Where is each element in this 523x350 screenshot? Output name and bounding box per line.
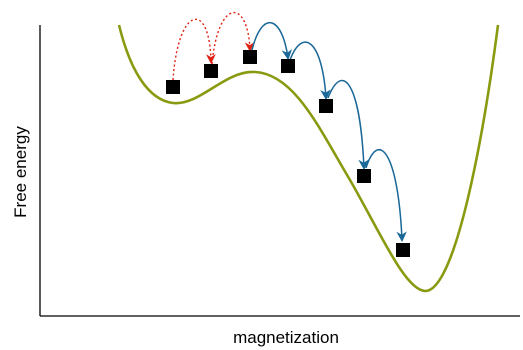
relaxation-arrow-4 xyxy=(365,149,407,243)
state-marker xyxy=(166,80,180,94)
state-marker xyxy=(396,243,410,257)
x-axis-label: magnetization xyxy=(233,328,339,347)
state-marker xyxy=(243,50,257,64)
state-marker xyxy=(319,99,333,113)
free-energy-curve xyxy=(117,24,500,293)
y-axis-label: Free energy xyxy=(11,126,30,218)
state-marker xyxy=(357,169,371,183)
state-marker xyxy=(204,64,218,78)
state-marker xyxy=(281,59,295,73)
thermal-hop-arrow-2 xyxy=(211,11,255,65)
relaxation-arrow-1 xyxy=(251,21,293,61)
relaxation-arrow-3 xyxy=(327,79,369,171)
thermal-hop-arrow-1 xyxy=(172,18,216,81)
relaxation-arrow-2 xyxy=(289,41,331,101)
